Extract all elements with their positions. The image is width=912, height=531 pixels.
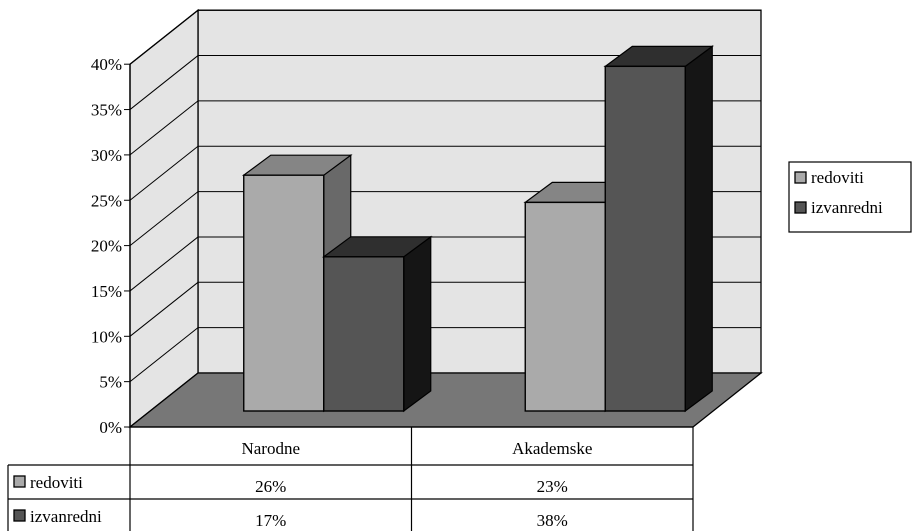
bar-side-izvanredni-Akademske [684, 45, 713, 413]
y-tick-label: 20% [91, 237, 122, 256]
table-row-label: izvanredni [30, 507, 102, 526]
table-cell-izvanredni-Narodne: 17% [255, 511, 286, 530]
bar-redoviti-Narodne [243, 174, 325, 412]
y-tick-label: 40% [91, 55, 122, 74]
y-tick-label: 25% [91, 191, 122, 210]
y-tick-label: 35% [91, 101, 122, 120]
gridline-side [129, 55, 199, 110]
table-swatch-izvanredni [13, 509, 26, 522]
gridline-side [129, 327, 199, 383]
table-swatch-redoviti [13, 475, 26, 488]
legend-box [788, 161, 912, 233]
table-row-label: redoviti [30, 473, 83, 492]
table-cell-izvanredni-Akademske: 38% [537, 511, 568, 530]
gridline-side [129, 9, 199, 65]
table-cell-redoviti-Akademske: 23% [537, 477, 568, 496]
gridline-side [129, 100, 199, 156]
y-tick-label: 15% [91, 282, 122, 301]
y-tick-label: 5% [99, 373, 122, 392]
table-header-Narodne: Narodne [241, 439, 300, 458]
bar-side-izvanredni-Narodne [403, 235, 432, 413]
legend-label: izvanredni [811, 198, 883, 217]
y-tick-label: 30% [91, 146, 122, 165]
legend-swatch-izvanredni [794, 201, 807, 214]
gridline-side [129, 236, 199, 292]
gridline-side [129, 191, 199, 246]
legend-swatch-redoviti [794, 171, 807, 184]
gridline-side [129, 145, 199, 201]
gridline-side [129, 281, 199, 337]
y-tick-label: 10% [91, 327, 122, 346]
y-tick-label: 0% [99, 418, 122, 437]
table-cell-redoviti-Narodne: 26% [255, 477, 286, 496]
bar-redoviti-Akademske [524, 201, 606, 412]
table-header-Akademske: Akademske [512, 439, 592, 458]
bar-izvanredni-Narodne [323, 256, 405, 412]
bar-izvanredni-Akademske [604, 65, 686, 412]
legend-label: redoviti [811, 168, 864, 187]
